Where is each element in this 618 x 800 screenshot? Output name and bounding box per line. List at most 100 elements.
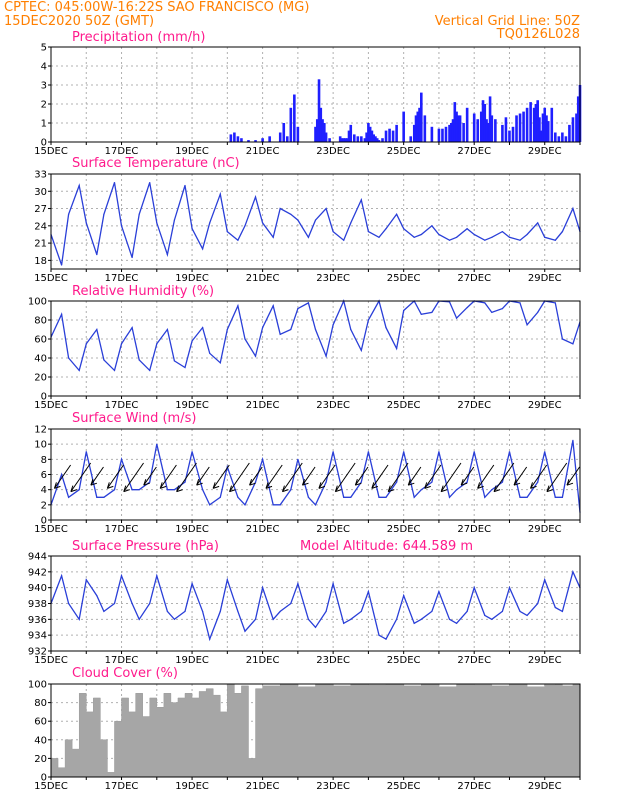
wind-frame — [50, 428, 581, 521]
precipitation-x-tick-label: 25DEC — [387, 146, 421, 157]
cloud-cover-x-tick-label: 27DEC — [457, 781, 491, 792]
wind-arrow-head — [54, 485, 61, 489]
wind-arrow — [530, 464, 548, 489]
temperature-point — [431, 225, 433, 227]
wind-arrow-head — [282, 489, 289, 493]
temperature-x-tick-label: 15DEC — [34, 273, 68, 284]
temperature-point — [332, 230, 334, 233]
humidity-point — [396, 347, 398, 350]
temperature-point — [219, 193, 221, 195]
wind-point — [396, 481, 398, 483]
wind-point — [209, 504, 211, 506]
temperature-point — [244, 225, 246, 227]
header-grid-note: Vertical Grid Line: 50Z — [435, 14, 580, 29]
pressure-point — [314, 626, 317, 628]
wind-point — [202, 489, 204, 491]
temperature-point — [103, 213, 105, 215]
wind-arrow-head — [265, 485, 273, 489]
pressure-point — [491, 618, 493, 620]
humidity-frame — [50, 300, 581, 397]
pressure-point — [501, 610, 504, 613]
wind-point — [473, 451, 475, 453]
temperature-point — [554, 239, 556, 241]
wind-point — [85, 451, 87, 453]
wind-arrow-head — [106, 482, 110, 489]
wind-arrow — [440, 462, 462, 492]
temperature-point — [173, 219, 176, 221]
wind-point — [544, 451, 546, 453]
temperature-point — [561, 230, 563, 233]
wind-arrow — [212, 464, 230, 489]
precipitation-bar — [441, 128, 444, 142]
wind-point — [290, 489, 292, 491]
precipitation-y-tick-label: 5 — [41, 43, 47, 54]
wind-point — [431, 481, 433, 483]
cloud-cover-x-tick-label: 17DEC — [105, 781, 139, 792]
humidity-point — [554, 302, 556, 304]
wind-x-tick-label: 19DEC — [175, 524, 209, 535]
temperature-point — [131, 256, 133, 259]
wind-y-tick-label: 12 — [34, 425, 47, 436]
pressure-point — [455, 622, 458, 624]
temperature-point — [96, 254, 98, 256]
pressure-point — [244, 630, 246, 632]
temperature-point — [455, 236, 458, 238]
pressure-point — [332, 583, 334, 585]
precipitation-bar — [377, 140, 381, 142]
wind-arrow-head — [318, 482, 322, 489]
wind-arrow — [546, 462, 568, 492]
precipitation-bar — [324, 132, 328, 142]
temperature-point — [226, 230, 228, 233]
pressure-x-tick-label: 17DEC — [105, 655, 139, 666]
precipitation-x-tick-label: 19DEC — [175, 146, 209, 157]
humidity-point — [290, 328, 292, 331]
precipitation-bar — [494, 119, 497, 142]
wind-point — [78, 489, 80, 491]
temperature-point — [360, 199, 362, 201]
wind-arrow — [493, 462, 515, 492]
precipitation-bar — [539, 130, 543, 142]
wind-arrow-head — [493, 485, 497, 492]
pressure-point — [508, 587, 511, 589]
precipitation-bar — [508, 130, 511, 142]
wind-point — [307, 496, 310, 498]
pressure-point — [343, 622, 345, 624]
temperature-point — [420, 233, 422, 236]
precipitation-bar — [550, 107, 554, 142]
wind-arrow-head — [318, 485, 326, 489]
precipitation-bar — [317, 79, 321, 142]
cloud-cover-area — [50, 683, 581, 778]
pressure-point — [367, 591, 369, 593]
humidity-point — [484, 302, 486, 304]
pressure-point — [85, 579, 87, 581]
wind-point — [343, 496, 345, 498]
temperature-point — [68, 213, 70, 215]
pressure-y-tick-label: 936 — [28, 615, 47, 626]
wind-arrow-head — [546, 489, 554, 493]
wind-arrow-head — [477, 485, 484, 489]
humidity-point — [244, 338, 246, 340]
pressure-point — [554, 606, 556, 609]
wind-arrow-head — [123, 489, 130, 493]
humidity-y-tick-label: 40 — [34, 354, 47, 365]
precipitation-bar — [321, 119, 324, 142]
wind-arrow-head — [513, 482, 521, 486]
humidity-point — [455, 317, 458, 319]
wind-arrow-head — [281, 485, 285, 492]
wind-arrow-head — [143, 482, 150, 486]
precipitation-bar — [451, 119, 455, 142]
precipitation-bar — [545, 115, 548, 142]
pressure-y-tick-label: 940 — [28, 583, 47, 594]
humidity-point — [120, 343, 123, 345]
pressure-point — [226, 579, 228, 581]
precipitation-bar — [504, 117, 508, 142]
wind-arrow — [302, 466, 316, 486]
pressure-point — [297, 583, 299, 585]
humidity-x-tick-label: 17DEC — [105, 400, 139, 411]
wind-arrow — [354, 466, 369, 486]
precipitation-bar — [338, 136, 342, 142]
precipitation-bar — [414, 115, 418, 142]
precipitation-bar — [375, 138, 379, 142]
wind-arrow-head — [371, 482, 375, 489]
wind-point — [537, 481, 539, 483]
